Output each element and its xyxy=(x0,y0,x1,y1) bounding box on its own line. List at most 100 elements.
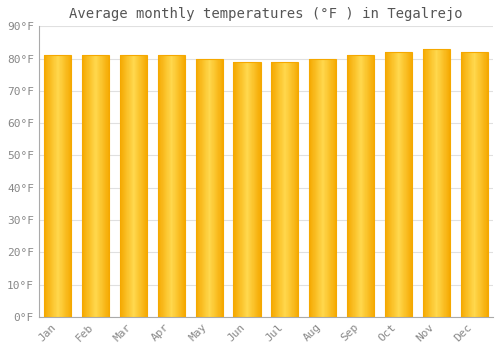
Bar xyxy=(170,55,171,317)
Bar xyxy=(332,58,333,317)
Bar xyxy=(84,55,85,317)
Bar xyxy=(161,55,162,317)
Bar xyxy=(434,49,435,317)
Bar xyxy=(210,58,211,317)
Bar xyxy=(163,55,164,317)
Bar xyxy=(104,55,105,317)
Bar xyxy=(360,55,361,317)
Bar xyxy=(66,55,67,317)
Bar xyxy=(62,55,63,317)
Bar xyxy=(235,62,236,317)
Bar xyxy=(251,62,252,317)
Bar xyxy=(234,62,260,317)
Bar xyxy=(296,62,297,317)
Bar xyxy=(334,58,335,317)
Bar xyxy=(158,55,185,317)
Bar xyxy=(58,55,59,317)
Bar xyxy=(397,52,398,317)
Bar xyxy=(271,62,298,317)
Bar xyxy=(479,52,480,317)
Bar xyxy=(333,58,334,317)
Bar xyxy=(470,52,471,317)
Bar xyxy=(106,55,107,317)
Bar xyxy=(136,55,138,317)
Bar xyxy=(462,52,463,317)
Bar xyxy=(328,58,330,317)
Bar xyxy=(108,55,109,317)
Bar xyxy=(433,49,434,317)
Bar xyxy=(474,52,475,317)
Bar xyxy=(367,55,368,317)
Bar xyxy=(146,55,147,317)
Bar xyxy=(245,62,246,317)
Bar xyxy=(199,58,200,317)
Bar xyxy=(461,52,462,317)
Bar xyxy=(273,62,274,317)
Bar xyxy=(463,52,464,317)
Bar xyxy=(159,55,160,317)
Bar xyxy=(284,62,285,317)
Bar xyxy=(289,62,290,317)
Bar xyxy=(407,52,408,317)
Bar xyxy=(205,58,206,317)
Bar xyxy=(253,62,254,317)
Bar xyxy=(248,62,249,317)
Bar xyxy=(107,55,108,317)
Bar xyxy=(95,55,96,317)
Bar xyxy=(486,52,487,317)
Bar xyxy=(352,55,353,317)
Bar xyxy=(480,52,481,317)
Bar xyxy=(126,55,127,317)
Bar xyxy=(120,55,121,317)
Bar xyxy=(142,55,144,317)
Bar xyxy=(406,52,407,317)
Bar xyxy=(96,55,97,317)
Bar xyxy=(464,52,465,317)
Bar xyxy=(274,62,275,317)
Bar xyxy=(121,55,122,317)
Bar xyxy=(362,55,364,317)
Bar xyxy=(325,58,326,317)
Bar xyxy=(358,55,359,317)
Bar xyxy=(387,52,388,317)
Bar xyxy=(446,49,447,317)
Bar xyxy=(473,52,474,317)
Bar xyxy=(353,55,354,317)
Bar xyxy=(49,55,50,317)
Bar xyxy=(171,55,172,317)
Bar xyxy=(180,55,181,317)
Bar xyxy=(44,55,72,317)
Bar xyxy=(401,52,402,317)
Bar xyxy=(208,58,209,317)
Bar xyxy=(158,55,159,317)
Bar xyxy=(475,52,476,317)
Bar xyxy=(63,55,64,317)
Bar xyxy=(327,58,328,317)
Bar xyxy=(424,49,425,317)
Bar xyxy=(167,55,168,317)
Bar xyxy=(487,52,488,317)
Bar xyxy=(371,55,372,317)
Bar xyxy=(309,58,310,317)
Bar xyxy=(169,55,170,317)
Bar xyxy=(278,62,279,317)
Bar xyxy=(209,58,210,317)
Bar xyxy=(351,55,352,317)
Bar xyxy=(349,55,350,317)
Bar xyxy=(392,52,393,317)
Bar xyxy=(174,55,175,317)
Bar xyxy=(201,58,202,317)
Bar xyxy=(68,55,69,317)
Bar xyxy=(206,58,207,317)
Bar xyxy=(162,55,163,317)
Bar xyxy=(200,58,201,317)
Bar xyxy=(411,52,412,317)
Bar xyxy=(105,55,106,317)
Bar xyxy=(275,62,276,317)
Bar xyxy=(320,58,321,317)
Bar xyxy=(478,52,479,317)
Bar xyxy=(393,52,394,317)
Bar xyxy=(122,55,123,317)
Bar xyxy=(133,55,134,317)
Bar xyxy=(164,55,165,317)
